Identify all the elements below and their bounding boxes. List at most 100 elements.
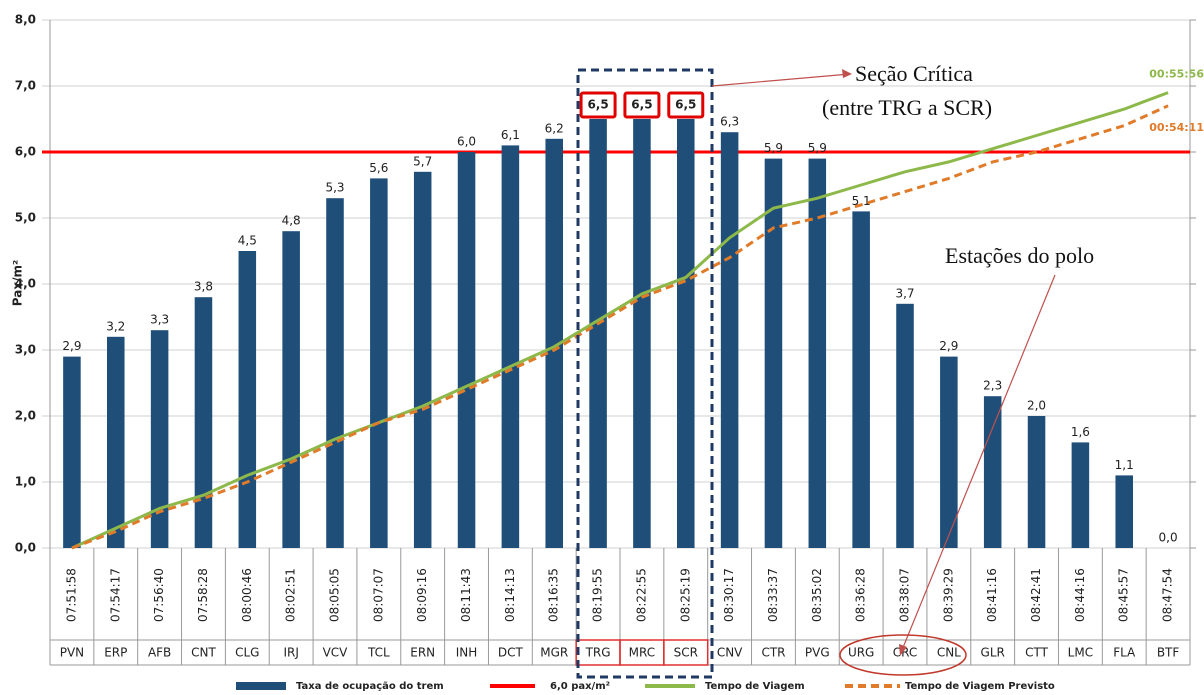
time-label: 08:07:07	[371, 568, 385, 622]
time-label: 08:41:16	[985, 568, 999, 622]
x-tick-label: LMC	[1068, 646, 1093, 660]
bar	[808, 158, 827, 548]
x-tick-label: CTR	[761, 646, 785, 660]
annotation: Seção Crítica	[855, 61, 973, 86]
bar	[896, 303, 914, 548]
time-label: 07:58:28	[196, 568, 210, 622]
value-label: 4,5	[238, 234, 257, 248]
time-label: 08:16:35	[547, 568, 561, 622]
x-tick-label: TCL	[367, 646, 390, 660]
highlight-label	[579, 91, 617, 119]
bar	[413, 171, 432, 549]
bar	[1071, 442, 1090, 548]
y-axis-label: Pax/m²	[11, 260, 25, 306]
time-label: 08:33:37	[766, 568, 780, 622]
time-label: 08:44:16	[1073, 568, 1087, 622]
x-tick-label: CLG	[235, 646, 259, 660]
bar	[501, 145, 520, 548]
highlight-ellipse	[839, 634, 967, 676]
value-label: 5,6	[369, 161, 388, 175]
time-label: 08:22:55	[634, 568, 648, 622]
value-label: 5,1	[852, 194, 871, 208]
bar	[194, 297, 213, 548]
x-tick-label: GLR	[981, 646, 1005, 660]
time-label: 08:25:19	[678, 568, 692, 622]
value-label: 2,3	[983, 379, 1002, 393]
time-label: 08:35:02	[810, 568, 824, 622]
x-tick-label: INH	[456, 646, 478, 660]
x-tick-label: CNL	[937, 646, 961, 660]
bar	[326, 198, 344, 548]
x-tick-label: CNV	[717, 646, 743, 660]
value-label: 5,3	[325, 181, 344, 195]
x-tick-label: ERP	[104, 646, 127, 660]
x-tick-label: URG	[848, 646, 874, 660]
x-tick-label: CTT	[1025, 646, 1048, 660]
x-tick-label: VCV	[323, 646, 349, 660]
end-label: 00:55:56	[1149, 68, 1204, 81]
x-tick-label: SCR	[674, 646, 698, 660]
bar	[1027, 416, 1046, 548]
y-tick-label: 3,0	[15, 343, 36, 357]
x-tick-label: FLA	[1113, 646, 1136, 660]
y-tick-label: 0,0	[15, 541, 36, 555]
value-label: 6,5	[587, 98, 608, 112]
value-label: 1,6	[1071, 425, 1090, 439]
value-label: 1,1	[1115, 458, 1134, 472]
value-label: 6,2	[545, 121, 564, 135]
x-tick-label: MGR	[540, 646, 568, 660]
bar	[282, 231, 300, 548]
value-label: 4,8	[282, 214, 301, 228]
bar	[545, 138, 563, 549]
bar	[589, 119, 607, 548]
value-label: 3,8	[194, 280, 213, 294]
value-label: 6,5	[675, 98, 696, 112]
x-tick-label: DCT	[498, 646, 524, 660]
highlight-label	[623, 91, 661, 119]
time-label: 08:00:46	[240, 568, 254, 622]
value-label: 6,1	[501, 128, 520, 142]
x-tick-label: IRJ	[283, 646, 298, 660]
y-tick-label: 7,0	[15, 79, 36, 93]
time-label: 08:30:17	[722, 568, 736, 622]
bar	[150, 330, 169, 548]
bar	[370, 178, 388, 548]
x-tick-label: BTF	[1157, 646, 1180, 660]
time-label: 08:11:43	[459, 568, 473, 622]
time-label: 08:42:41	[1029, 568, 1043, 622]
x-tick-label: TRG	[585, 646, 611, 660]
x-tick-label: PVN	[60, 646, 84, 660]
x-tick-label: AFB	[148, 646, 171, 660]
x-tick-label: PVG	[805, 646, 830, 660]
bar	[720, 132, 739, 548]
y-tick-label: 6,0	[15, 145, 36, 159]
bar	[63, 356, 81, 548]
legend-swatch	[236, 682, 286, 690]
time-label: 08:14:13	[503, 568, 517, 622]
time-label: 07:51:58	[64, 568, 78, 622]
y-tick-label: 8,0	[15, 13, 36, 27]
legend-label: Tempo de Viagem	[705, 681, 805, 692]
arrow	[901, 274, 1056, 651]
time-label: 07:54:17	[108, 568, 122, 622]
value-label: 6,5	[631, 98, 652, 112]
arrow	[711, 73, 851, 87]
time-label: 08:45:57	[1117, 568, 1131, 622]
x-tick-label: MRC	[629, 646, 655, 660]
time-label: 08:38:07	[898, 568, 912, 622]
legend-label: Tempo de Viagem Previsto	[905, 681, 1055, 692]
annotation: (entre TRG a SCR)	[822, 95, 992, 120]
end-label: 00:54:11	[1149, 121, 1204, 134]
bar	[940, 356, 958, 548]
plot: 0,0 1,0 2,0 3,0 4,0 5,0 6,0 7,0 8,0 PVN 07:51:58 ER…	[15, 13, 1204, 693]
value-label: 3,2	[106, 319, 125, 333]
y-tick-label: 5,0	[15, 211, 36, 225]
line	[71, 91, 1169, 550]
time-label: 07:56:40	[152, 568, 166, 622]
bar	[1115, 475, 1133, 548]
time-label: 08:47:54	[1161, 568, 1175, 622]
time-label: 08:36:28	[854, 568, 868, 622]
time-label: 08:05:05	[328, 568, 342, 622]
time-label: 08:19:55	[591, 568, 605, 622]
